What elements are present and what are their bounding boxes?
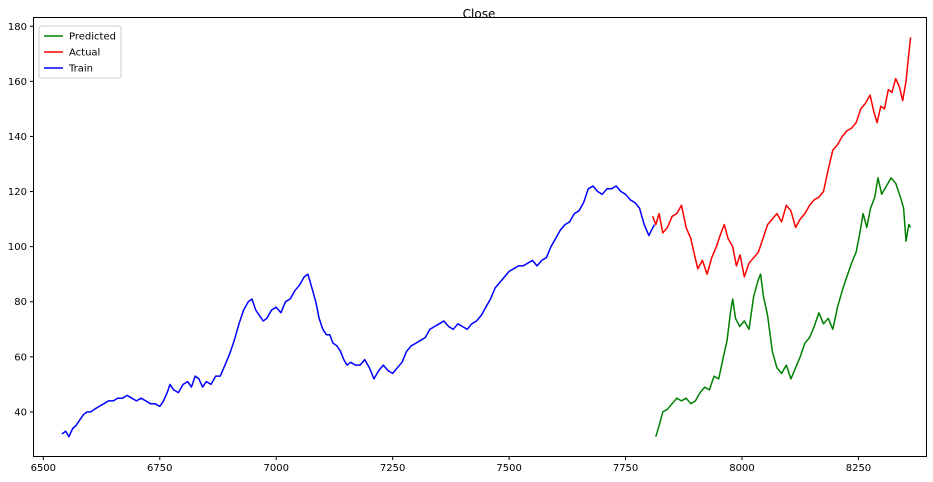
y-axis: 40 60 80 100 120 140 160 180 — [8, 22, 34, 418]
y-tick-label: 40 — [14, 407, 27, 418]
y-tick-label: 60 — [14, 352, 27, 363]
x-tick-label: 7250 — [380, 463, 405, 474]
y-tick-label: 100 — [8, 242, 27, 253]
x-tick-label: 6750 — [147, 463, 172, 474]
legend: Predicted Actual Train — [38, 25, 122, 79]
x-axis: 6500 6750 7000 7250 7500 7750 8000 8250 — [31, 456, 871, 474]
legend-label-train: Train — [68, 64, 93, 75]
x-tick-label: 8250 — [846, 463, 871, 474]
x-tick-label: 7750 — [613, 463, 638, 474]
legend-label-predicted: Predicted — [69, 32, 116, 43]
chart-title: Close — [463, 7, 496, 21]
legend-box — [38, 25, 122, 79]
y-tick-label: 140 — [8, 132, 27, 143]
series-line-train — [61, 185, 656, 438]
y-tick-label: 80 — [14, 297, 27, 308]
x-tick-label: 6500 — [31, 463, 56, 474]
series-line-predicted — [655, 177, 912, 437]
series-line-actual — [651, 37, 912, 278]
y-tick-label: 160 — [8, 77, 27, 88]
y-tick-label: 120 — [8, 187, 27, 198]
y-tick-label: 180 — [8, 22, 27, 33]
x-tick-label: 8000 — [729, 463, 754, 474]
x-tick-label: 7500 — [496, 463, 521, 474]
x-tick-label: 7000 — [263, 463, 288, 474]
axes-frame — [33, 17, 927, 457]
plot-area — [61, 37, 912, 438]
legend-label-actual: Actual — [69, 48, 100, 59]
